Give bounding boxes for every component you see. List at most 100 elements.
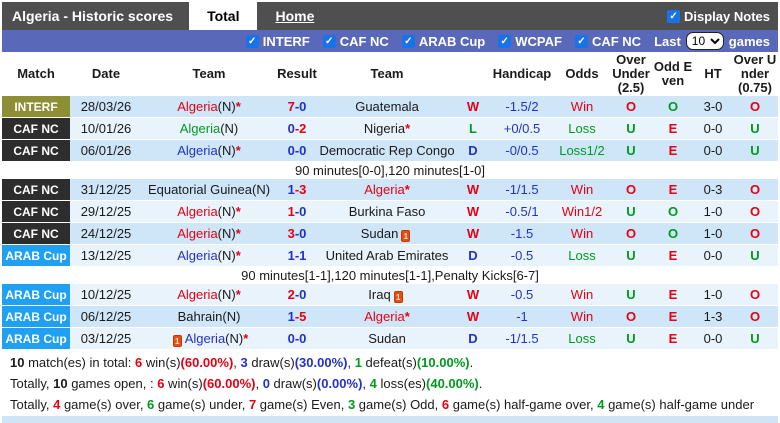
summary-line: Totally, 4 game(s) over, 6 game(s) under… <box>2 394 778 415</box>
team-name: Algeria(N)* <box>177 99 241 114</box>
team-name-text: Algeria <box>364 182 405 197</box>
checkbox-checked-icon[interactable]: ✓ <box>322 34 336 48</box>
summary-lines: 10 match(es) in total: 6 win(s)(60.00%),… <box>2 352 778 415</box>
over-under-0-75: U <box>732 117 778 140</box>
bottom-strip <box>2 416 778 423</box>
team-name: Iraq 1 <box>368 287 405 303</box>
filter-caf-nc[interactable]: ✓ CAF NC <box>574 34 641 49</box>
over-under-0-75: O <box>732 178 778 201</box>
filter-interf[interactable]: ✓ INTERF <box>245 34 310 49</box>
odds-result: Loss <box>554 327 610 350</box>
summary-segment: game(s) half-game under <box>604 397 755 412</box>
team-name-text: Nigeria <box>363 121 406 136</box>
summary-segment: 10 <box>10 355 25 370</box>
away-goals: -2 <box>294 121 307 136</box>
summary-segment: win(s) <box>164 376 203 391</box>
over-under-0-75: O <box>732 222 778 245</box>
odd-even: E <box>652 305 694 328</box>
odds-result: Win <box>554 222 610 245</box>
result-cell: 7-0 <box>276 96 318 118</box>
summary-segment: win(s) <box>142 355 181 370</box>
competition-filter-bar: ✓ INTERF ✓ CAF NC ✓ ARAB Cup ✓ WCPAF ✓ CAF NC Las… <box>2 30 778 52</box>
team-name-text: Guatemala <box>355 99 419 114</box>
odd-even: E <box>652 117 694 140</box>
summary-segment: , <box>255 376 263 391</box>
focus-team-star: * <box>404 309 410 324</box>
team-name: Algeria(N)* <box>177 287 241 302</box>
filter-wcpaf[interactable]: ✓ WCPAF <box>498 34 562 49</box>
handicap-value: -0.5 <box>490 283 554 306</box>
column-header: Odds <box>554 52 610 96</box>
tab-home[interactable]: Home <box>275 8 315 24</box>
red-card-icon: 1 <box>393 290 403 303</box>
odds-result: Win <box>554 96 610 118</box>
away-team-cell: Sudan 1 <box>318 222 456 245</box>
handicap-value: -1.5/2 <box>490 96 554 118</box>
over-under-2-5: U <box>610 327 652 350</box>
summary-segment: 0 <box>262 376 270 391</box>
team-name-text: Equatorial Guinea <box>147 182 253 197</box>
away-team-cell: Sudan <box>318 327 456 350</box>
win-loss-draw: W <box>456 222 490 245</box>
away-goals: -0 <box>294 226 307 241</box>
team-name: 1 Algeria(N)* <box>170 330 249 347</box>
checkbox-checked-icon[interactable]: ✓ <box>245 34 259 48</box>
team-name: Algeria(N)* <box>177 248 241 263</box>
home-goals: 1 <box>287 309 295 324</box>
checkbox-checked-icon[interactable]: ✓ <box>574 34 588 48</box>
games-count-select[interactable]: 10 <box>685 32 724 50</box>
handicap-value: -1 <box>490 305 554 328</box>
checkbox-checked-icon[interactable]: ✓ <box>498 34 512 48</box>
win-loss-draw: D <box>456 244 490 267</box>
display-notes-toggle[interactable]: ✓ Display Notes <box>667 2 778 30</box>
summary-line: Totally, 10 games open, : 6 win(s)(60.00… <box>2 373 778 394</box>
half-time-score: 0-0 <box>694 139 732 162</box>
home-goals: 3 <box>287 226 295 241</box>
summary-footer: 10 match(es) in total: 6 win(s)(60.00%),… <box>2 350 778 415</box>
league-badge: ARAB Cup <box>2 305 70 328</box>
odds-result: Win1/2 <box>554 200 610 223</box>
team-name: Algeria(N)* <box>177 226 241 241</box>
match-row: ARAB Cup 13/12/25 Algeria(N)* 1-1 United Ara… <box>2 244 778 267</box>
display-notes-label: Display Notes <box>684 8 770 24</box>
away-team-cell: Burkina Faso <box>318 200 456 223</box>
summary-segment: games open, : <box>67 376 158 391</box>
checkbox-checked-icon[interactable]: ✓ <box>401 34 415 48</box>
tab-total[interactable]: Total <box>189 2 258 30</box>
summary-segment: , <box>347 355 355 370</box>
league-badge: INTERF <box>2 96 70 118</box>
checkbox-checked-icon[interactable]: ✓ <box>667 9 681 23</box>
column-header: Result <box>276 52 318 96</box>
over-under-2-5: O <box>610 178 652 201</box>
away-goals: -1 <box>294 248 307 263</box>
over-under-2-5: U <box>610 117 652 140</box>
column-header: HT <box>694 52 732 96</box>
summary-segment: , <box>233 355 241 370</box>
games-label: games <box>728 33 770 49</box>
away-goals: -3 <box>294 182 307 197</box>
summary-segment: 4 <box>53 397 61 412</box>
filter-caf-nc[interactable]: ✓ CAF NC <box>322 33 389 49</box>
filter-arab-cup[interactable]: ✓ ARAB Cup <box>401 34 485 49</box>
home-team-cell: Algeria(N)* <box>142 222 276 245</box>
team-name-text: Algeria <box>184 330 226 346</box>
league-badge: CAF NC <box>2 222 70 245</box>
match-row: CAF NC 29/12/25 Algeria(N)* 1-0 Burkina Faso… <box>2 200 778 223</box>
focus-team-star: * <box>243 330 249 346</box>
team-name: Algeria* <box>364 309 410 324</box>
column-header: Odd Even <box>652 52 694 96</box>
note-row: 90 minutes[0-0],120 minutes[1-0] <box>2 161 778 179</box>
topbar-spacer <box>332 2 667 30</box>
result-cell: 3-0 <box>276 222 318 245</box>
result-cell: 0-2 <box>276 117 318 140</box>
summary-segment: 10 <box>53 376 68 391</box>
league-badge: ARAB Cup <box>2 244 70 267</box>
team-name-text: Algeria <box>177 287 218 302</box>
odd-even: O <box>652 222 694 245</box>
half-time-score: 1-3 <box>694 305 732 328</box>
filter-label: CAF NC <box>339 33 389 49</box>
away-goals: -0 <box>294 204 307 219</box>
summary-segment: game(s) over, <box>60 397 148 412</box>
summary-segment: game(s) Odd, <box>355 397 442 412</box>
away-team-cell: Iraq 1 <box>318 283 456 306</box>
